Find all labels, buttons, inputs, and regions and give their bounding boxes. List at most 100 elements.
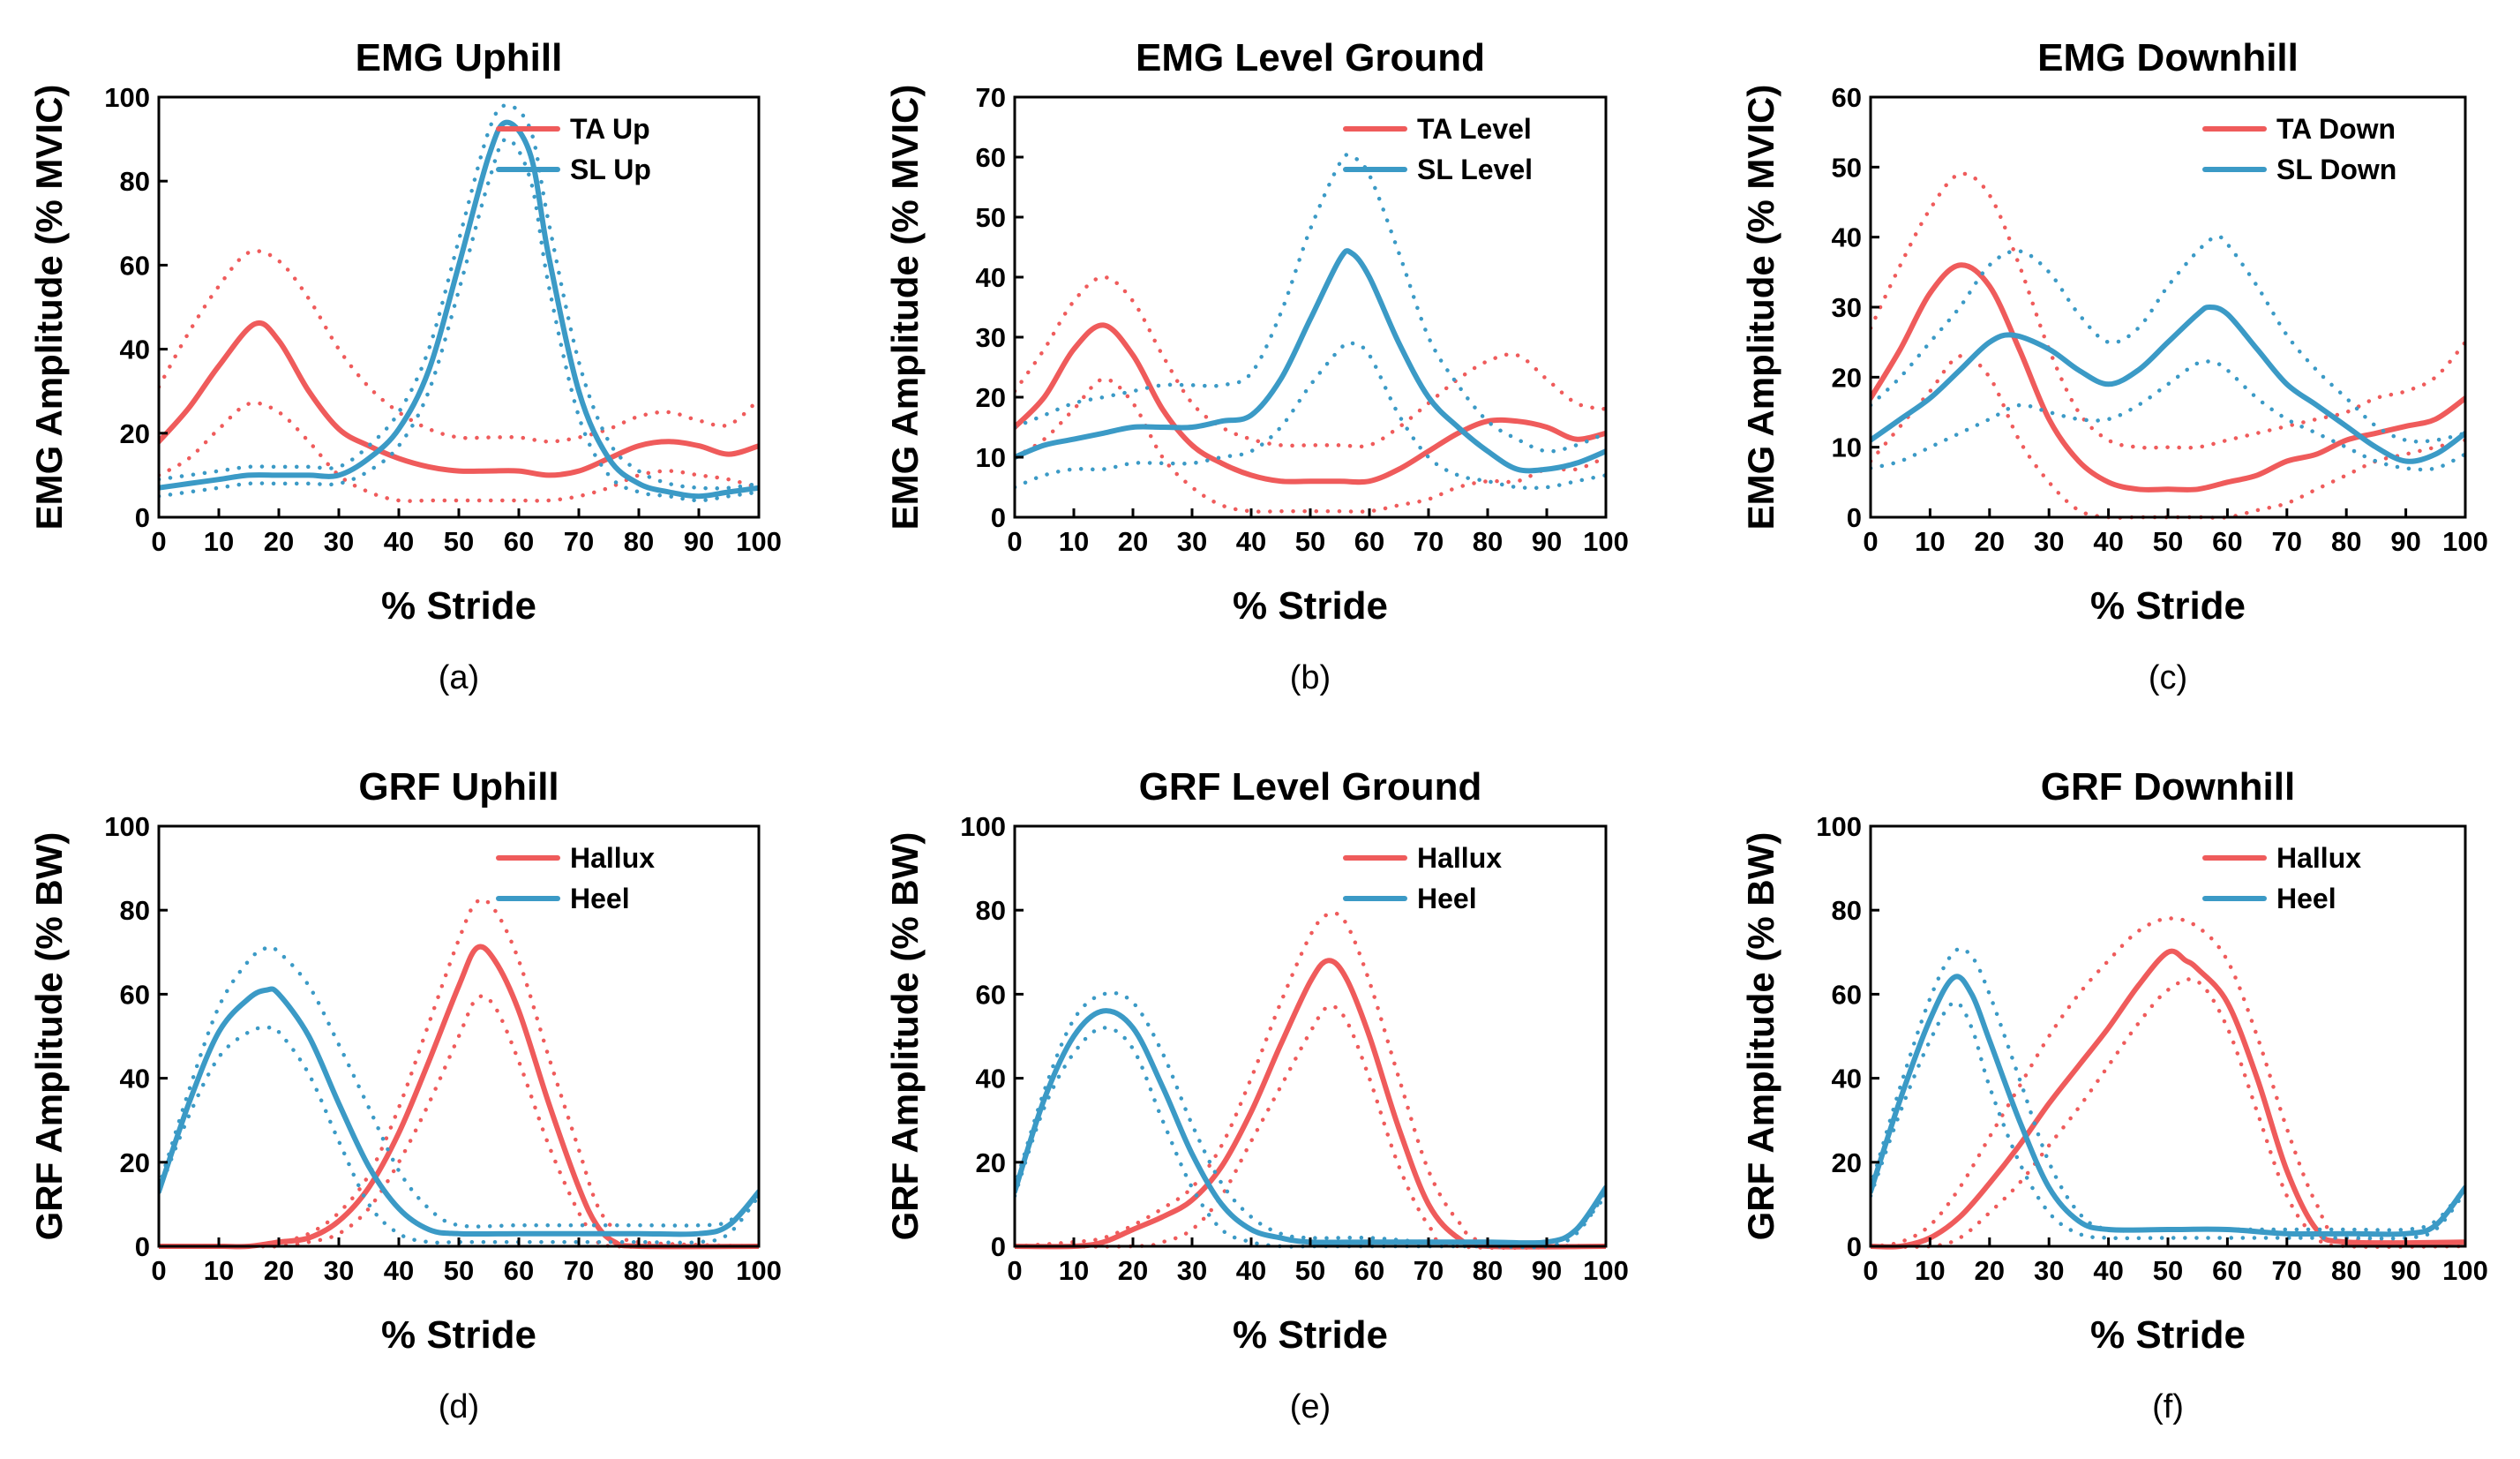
chart-3-xtick-label: 30 (2034, 526, 2064, 557)
chart-6-xtick-label: 40 (2093, 1255, 2123, 1286)
chart-4-panel-label: (d) (439, 1388, 479, 1425)
chart-5-xtick-label: 50 (1295, 1255, 1325, 1286)
chart-1-xtick-label: 80 (624, 526, 654, 557)
chart-2-ytick-label: 30 (976, 322, 1006, 353)
chart-2-series-5-band (1015, 341, 1606, 491)
chart-3-ytick-label: 0 (1847, 502, 1862, 533)
chart-4-xtick-label: 70 (564, 1255, 594, 1286)
chart-5-xtick-label: 90 (1532, 1255, 1562, 1286)
chart-4-ytick-label: 60 (120, 979, 150, 1010)
chart-2-series-2-band (1015, 377, 1606, 514)
chart-1-xtick-label: 30 (324, 526, 354, 557)
chart-6-xtick-label: 10 (1915, 1255, 1945, 1286)
chart-2-ytick-label: 70 (976, 82, 1006, 113)
chart-2-ytick-label: 10 (976, 442, 1006, 473)
chart-2-xtick-label: 20 (1118, 526, 1148, 557)
chart-6-xtick-label: 80 (2331, 1255, 2361, 1286)
chart-3-series-3-line (1871, 305, 2465, 464)
chart-6-xlabel: % Stride (2090, 1313, 2246, 1357)
chart-3-series-1-band (1871, 171, 2465, 450)
chart-1-series-1-band (159, 249, 759, 444)
chart-5: GRF Level Ground 0 10 20 30 40 50 60 70 80 90 100 0 2… (884, 765, 1629, 1425)
chart-6-xtick-label: 30 (2034, 1255, 2064, 1286)
chart-2-xtick-label: 50 (1295, 526, 1325, 557)
chart-3-ytick-label: 40 (1832, 222, 1862, 253)
chart-3-legend-label: SL Down (2276, 154, 2396, 185)
chart-6: GRF Downhill 0 10 20 30 40 50 60 70 80 90 100 0 20 40 6… (1740, 765, 2488, 1425)
chart-2-xtick-label: 90 (1532, 526, 1562, 557)
chart-6-series-2-band (1871, 977, 2465, 1249)
chart-5-xtick-label: 100 (1583, 1255, 1629, 1286)
chart-6-xtick-label: 70 (2272, 1255, 2302, 1286)
chart-4-ytick-label: 100 (104, 811, 150, 842)
chart-4-xtick-label: 90 (684, 1255, 714, 1286)
chart-5-series-3-line (1015, 1008, 1606, 1246)
chart-1: EMG Uphill 0 10 20 30 40 50 60 70 80 90 100 0 20 40 60 8… (28, 36, 782, 696)
chart-3-panel-label: (c) (2149, 659, 2187, 696)
chart-3-series-5-band (1871, 359, 2465, 472)
chart-6-xtick-label: 100 (2442, 1255, 2488, 1286)
chart-5-xtick-label: 10 (1059, 1255, 1089, 1286)
chart-3-xtick-label: 80 (2331, 526, 2361, 557)
chart-2-xtick-label: 0 (1007, 526, 1022, 557)
chart-1-ylabel: EMG Amplitude (% MVIC) (28, 85, 70, 530)
chart-5-ytick-label: 20 (976, 1147, 1006, 1178)
chart-3-xtick-label: 40 (2093, 526, 2123, 557)
chart-2-ytick-label: 0 (991, 502, 1006, 533)
chart-1-xtick-label: 40 (384, 526, 414, 557)
chart-5-ytick-label: 0 (991, 1231, 1006, 1262)
chart-2-ytick-label: 40 (976, 262, 1006, 293)
chart-4-series-0-line (159, 944, 759, 1250)
chart-5-ylabel: GRF Amplitude (% BW) (884, 832, 926, 1241)
chart-4-series-3-line (159, 986, 759, 1237)
chart-2-xtick-label: 60 (1354, 526, 1384, 557)
chart-5-series-0-line (1015, 958, 1606, 1250)
chart-1-series-2-band (159, 401, 759, 503)
chart-6-ytick-label: 20 (1832, 1147, 1862, 1178)
chart-3-ytick-label: 30 (1832, 292, 1862, 323)
chart-4-xtick-label: 10 (204, 1255, 234, 1286)
chart-1-xtick-label: 0 (151, 526, 166, 557)
chart-5-series-5-band (1015, 1026, 1606, 1250)
chart-6-legend-label: Hallux (2276, 842, 2361, 874)
chart-5-legend-label: Hallux (1417, 842, 1502, 874)
chart-1-ytick-label: 100 (104, 82, 150, 113)
chart-1-xtick-label: 50 (444, 526, 474, 557)
chart-4-xtick-label: 20 (264, 1255, 294, 1286)
chart-4-series-5-band (159, 1025, 759, 1245)
chart-5-ytick-label: 100 (960, 811, 1006, 842)
chart-3-xtick-label: 0 (1863, 526, 1878, 557)
chart-2-ytick-label: 50 (976, 202, 1006, 233)
chart-3-series-2-band (1871, 353, 2465, 520)
chart-1-xtick-label: 60 (504, 526, 534, 557)
chart-5-xtick-label: 20 (1118, 1255, 1148, 1286)
chart-2-ylabel: EMG Amplitude (% MVIC) (884, 85, 926, 530)
chart-1-xtick-label: 70 (564, 526, 594, 557)
chart-5-xtick-label: 70 (1414, 1255, 1444, 1286)
chart-1-ytick-label: 80 (120, 166, 150, 197)
chart-1-series-0-line (159, 320, 759, 478)
chart-4-ytick-label: 40 (120, 1064, 150, 1094)
chart-3: EMG Downhill 0 10 20 30 40 50 60 70 80 90 100 0 10 20 3… (1740, 36, 2488, 696)
chart-6-ylabel: GRF Amplitude (% BW) (1740, 832, 1781, 1241)
chart-3-legend-label: TA Down (2276, 113, 2396, 145)
chart-1-ytick-label: 20 (120, 418, 150, 449)
chart-2-xtick-label: 10 (1059, 526, 1089, 557)
chart-5-xtick-label: 60 (1354, 1255, 1384, 1286)
chart-4-series-1-band (159, 898, 759, 1249)
chart-4-series-2-band (159, 994, 759, 1249)
chart-6-panel-label: (f) (2152, 1388, 2184, 1425)
chart-6-series-0-line (1871, 948, 2465, 1250)
chart-4-ytick-label: 80 (120, 895, 150, 926)
chart-2-xtick-label: 100 (1583, 526, 1629, 557)
chart-1-series-4-band (159, 103, 759, 491)
chart-6-title: GRF Downhill (2041, 765, 2295, 808)
chart-5-series-1-band (1015, 911, 1606, 1249)
chart-6-xtick-label: 60 (2212, 1255, 2242, 1286)
chart-3-ytick-label: 60 (1832, 82, 1862, 113)
chart-4-ytick-label: 0 (135, 1231, 150, 1262)
chart-4-ytick-label: 20 (120, 1147, 150, 1178)
chart-5-xlabel: % Stride (1233, 1313, 1388, 1357)
chart-2-ytick-label: 60 (976, 142, 1006, 173)
chart-1-xtick-label: 20 (264, 526, 294, 557)
